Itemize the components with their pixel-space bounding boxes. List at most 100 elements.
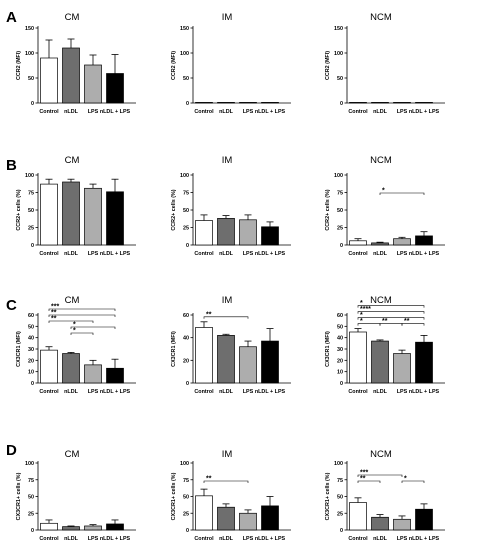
bar-a-im-2	[217, 102, 235, 104]
significance-label-c-ncm-6: *	[360, 300, 363, 307]
significance-bracket-c-ncm-6	[357, 305, 425, 308]
panel-letter-a: A	[6, 9, 17, 26]
category-label-c-ncm-4: nLDL + LPS	[409, 389, 440, 395]
y-tick-label-c-ncm: 60	[337, 313, 343, 319]
category-label-d-cm-3: LPS	[88, 536, 99, 542]
category-label-a-cm-1: Control	[39, 109, 59, 115]
significance-label-c-ncm-1: *	[360, 318, 363, 325]
bar-c-cm-3	[84, 364, 102, 384]
y-tick-label-d-ncm: 50	[337, 495, 343, 501]
y-tick-label-b-im: 50	[183, 208, 189, 214]
bar-d-ncm-4	[415, 508, 433, 531]
bar-a-cm-4	[106, 73, 124, 104]
y-axis-label-c-im: CX3CR1 (MFI)	[171, 331, 177, 367]
y-tick-label-b-ncm: 25	[337, 226, 343, 232]
y-tick-label-b-cm: 0	[31, 243, 34, 249]
bar-b-im-3	[239, 219, 257, 246]
y-tick-label-b-cm: 75	[28, 191, 34, 197]
chart-title-d-im: IM	[222, 449, 233, 460]
y-tick-label-c-cm: 40	[28, 336, 34, 342]
bar-d-ncm-3	[393, 518, 411, 531]
category-label-a-ncm-1: Control	[348, 109, 368, 115]
category-label-b-cm-2: nLDL	[64, 251, 78, 257]
y-axis-label-c-ncm: CX3CR1 (MFI)	[325, 331, 331, 367]
bar-a-im-3	[239, 102, 257, 104]
significance-bracket-c-ncm-5	[357, 311, 425, 314]
bar-a-ncm-3	[393, 102, 411, 104]
y-axis-label-a-im: CCR2 (MFI)	[171, 51, 177, 80]
chart-title-c-ncm: NCM	[370, 295, 392, 306]
y-tick-label-a-ncm: 50	[337, 76, 343, 82]
bar-b-ncm-4	[415, 235, 433, 246]
significance-bracket-d-im-1	[203, 480, 249, 483]
panel-letter-b: B	[6, 157, 17, 174]
category-label-b-ncm-4: nLDL + LPS	[409, 251, 440, 257]
y-tick-label-c-im: 60	[183, 313, 189, 319]
category-label-d-cm-4: nLDL + LPS	[100, 536, 131, 542]
chart-title-b-cm: CM	[65, 155, 80, 166]
category-label-c-cm-4: nLDL + LPS	[100, 389, 131, 395]
bar-a-im-1	[195, 102, 213, 104]
significance-label-d-ncm-3: ***	[360, 470, 368, 477]
y-axis-label-d-im: CX3CR1+ cells (%)	[171, 472, 177, 520]
bar-a-ncm-1	[349, 102, 367, 104]
category-label-b-cm-1: Control	[39, 251, 59, 257]
category-label-d-im-2: nLDL	[219, 536, 233, 542]
significance-bracket-c-ncm-3	[401, 323, 425, 326]
bar-b-cm-4	[106, 191, 124, 246]
category-label-a-im-4: nLDL + LPS	[255, 109, 286, 115]
y-tick-label-c-cm: 0	[31, 381, 34, 387]
category-label-d-ncm-1: Control	[348, 536, 368, 542]
category-label-c-ncm-1: Control	[348, 389, 368, 395]
significance-label-d-ncm-1: **	[360, 476, 366, 483]
bar-b-im-2	[217, 218, 235, 246]
category-label-b-im-4: nLDL + LPS	[255, 251, 286, 257]
significance-label-c-cm-2: *	[73, 322, 76, 329]
category-label-b-cm-4: nLDL + LPS	[100, 251, 131, 257]
significance-bracket-d-ncm-1	[357, 480, 381, 483]
y-axis-label-a-ncm: CCR2 (MFI)	[325, 51, 331, 80]
significance-bracket-c-cm-3	[48, 320, 94, 323]
y-tick-label-b-im: 0	[186, 243, 189, 249]
category-label-b-ncm-1: Control	[348, 251, 368, 257]
bar-a-ncm-2	[371, 102, 389, 104]
category-label-c-cm-1: Control	[39, 389, 59, 395]
y-tick-label-a-cm: 50	[28, 76, 34, 82]
bar-b-cm-2	[62, 181, 80, 246]
category-label-d-im-4: nLDL + LPS	[255, 536, 286, 542]
significance-label-c-cm-3: **	[51, 316, 57, 323]
bar-a-cm-2	[62, 47, 80, 104]
significance-label-c-ncm-3: **	[404, 318, 410, 325]
bar-d-ncm-2	[371, 516, 389, 531]
significance-label-b-ncm-1: *	[382, 188, 385, 195]
category-label-b-im-2: nLDL	[219, 251, 233, 257]
significance-label-d-im-1: **	[206, 476, 212, 483]
y-tick-label-c-im: 20	[183, 358, 189, 364]
significance-label-c-cm-5: ***	[51, 304, 59, 311]
y-tick-label-d-im: 75	[183, 478, 189, 484]
category-label-a-ncm-2: nLDL	[373, 109, 387, 115]
y-tick-label-c-ncm: 20	[337, 358, 343, 364]
y-tick-label-c-ncm: 50	[337, 324, 343, 330]
significance-label-c-cm-1: *	[73, 328, 76, 335]
category-label-c-cm-3: LPS	[88, 389, 99, 395]
category-label-c-ncm-3: LPS	[397, 389, 408, 395]
bar-d-im-3	[239, 512, 257, 531]
y-tick-label-d-ncm: 25	[337, 511, 343, 517]
significance-bracket-c-im-1	[203, 316, 249, 319]
y-tick-label-c-im: 40	[183, 336, 189, 342]
y-tick-label-c-cm: 10	[28, 370, 34, 376]
bar-c-cm-1	[40, 349, 58, 384]
bar-a-cm-3	[84, 64, 102, 104]
y-tick-label-d-im: 0	[186, 528, 189, 534]
category-label-b-cm-3: LPS	[88, 251, 99, 257]
y-tick-label-c-ncm: 0	[340, 381, 343, 387]
bar-b-cm-1	[40, 183, 58, 246]
y-tick-label-d-cm: 100	[25, 461, 34, 467]
y-tick-label-b-ncm: 50	[337, 208, 343, 214]
significance-bracket-d-ncm-3	[357, 474, 403, 477]
chart-title-c-cm: CM	[65, 295, 80, 306]
y-tick-label-c-ncm: 10	[337, 370, 343, 376]
y-tick-label-b-cm: 25	[28, 226, 34, 232]
y-tick-label-b-im: 75	[183, 191, 189, 197]
